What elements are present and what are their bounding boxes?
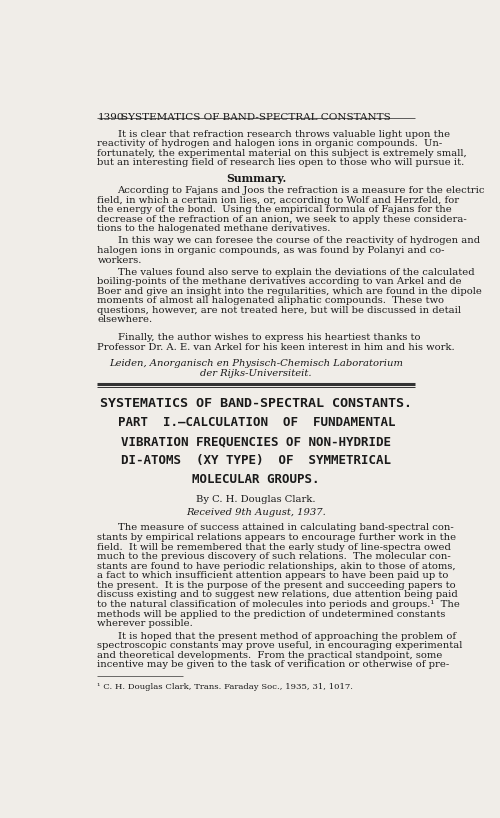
Text: stants are found to have periodic relationships, akin to those of atoms,: stants are found to have periodic relati… [98, 562, 456, 571]
Text: Leiden, Anorganisch en Physisch-Chemisch Laboratorium: Leiden, Anorganisch en Physisch-Chemisch… [109, 359, 403, 368]
Text: but an interesting field of research lies open to those who will pursue it.: but an interesting field of research lie… [98, 159, 464, 168]
Text: methods will be applied to the prediction of undetermined constants: methods will be applied to the predictio… [98, 609, 446, 618]
Text: MOLECULAR GROUPS.: MOLECULAR GROUPS. [192, 473, 320, 486]
Text: It is hoped that the present method of approaching the problem of: It is hoped that the present method of a… [118, 631, 456, 640]
Text: field.  It will be remembered that the early study of line-spectra owed: field. It will be remembered that the ea… [98, 542, 451, 551]
Text: DI-ATOMS  (XY TYPE)  OF  SYMMETRICAL: DI-ATOMS (XY TYPE) OF SYMMETRICAL [121, 454, 391, 467]
Text: SYSTEMATICS OF BAND-SPECTRAL CONSTANTS.: SYSTEMATICS OF BAND-SPECTRAL CONSTANTS. [100, 398, 412, 411]
Text: field, in which a certain ion lies, or, according to Wolf and Herzfeld, for: field, in which a certain ion lies, or, … [98, 196, 460, 204]
Text: tions to the halogenated methane derivatives.: tions to the halogenated methane derivat… [98, 224, 331, 233]
Text: reactivity of hydrogen and halogen ions in organic compounds.  Un-: reactivity of hydrogen and halogen ions … [98, 139, 442, 148]
Text: Received 9th August, 1937.: Received 9th August, 1937. [186, 508, 326, 517]
Text: discuss existing and to suggest new relations, due attention being paid: discuss existing and to suggest new rela… [98, 591, 458, 600]
Text: PART  I.—CALCULATION  OF  FUNDAMENTAL: PART I.—CALCULATION OF FUNDAMENTAL [118, 416, 395, 429]
Text: decrease of the refraction of an anion, we seek to apply these considera-: decrease of the refraction of an anion, … [98, 215, 467, 224]
Text: the energy of the bond.  Using the empirical formula of Fajans for the: the energy of the bond. Using the empiri… [98, 205, 452, 214]
Text: According to Fajans and Joos the refraction is a measure for the electric: According to Fajans and Joos the refract… [118, 187, 485, 196]
Text: and theoretical developments.  From the practical standpoint, some: and theoretical developments. From the p… [98, 651, 443, 660]
Text: The measure of success attained in calculating band-spectral con-: The measure of success attained in calcu… [118, 524, 454, 533]
Text: incentive may be given to the task of verification or otherwise of pre-: incentive may be given to the task of ve… [98, 660, 450, 669]
Text: boiling-points of the methane derivatives according to van Arkel and de: boiling-points of the methane derivative… [98, 277, 462, 286]
Text: Boer and give an insight into the regularities, which are found in the dipole: Boer and give an insight into the regula… [98, 286, 482, 295]
Text: moments of almost all halogenated aliphatic compounds.  These two: moments of almost all halogenated alipha… [98, 296, 444, 305]
Text: wherever possible.: wherever possible. [98, 619, 193, 628]
Text: VIBRATION FREQUENCIES OF NON-HYDRIDE: VIBRATION FREQUENCIES OF NON-HYDRIDE [121, 435, 391, 448]
Text: SYSTEMATICS OF BAND-SPECTRAL CONSTANTS: SYSTEMATICS OF BAND-SPECTRAL CONSTANTS [122, 113, 391, 122]
Text: the present.  It is the purpose of the present and succeeding papers to: the present. It is the purpose of the pr… [98, 581, 456, 590]
Text: stants by empirical relations appears to encourage further work in the: stants by empirical relations appears to… [98, 533, 456, 542]
Text: der Rijks-Universiteit.: der Rijks-Universiteit. [200, 369, 312, 378]
Text: workers.: workers. [98, 255, 142, 264]
Text: In this way we can foresee the course of the reactivity of hydrogen and: In this way we can foresee the course of… [118, 236, 480, 245]
Text: ¹ C. H. Douglas Clark, Trans. Faraday Soc., 1935, 31, 1017.: ¹ C. H. Douglas Clark, Trans. Faraday So… [98, 683, 354, 691]
Text: The values found also serve to explain the deviations of the calculated: The values found also serve to explain t… [118, 267, 474, 276]
Text: 1390: 1390 [98, 113, 124, 122]
Text: much to the previous discovery of such relations.  The molecular con-: much to the previous discovery of such r… [98, 552, 451, 561]
Text: to the natural classification of molecules into periods and groups.¹  The: to the natural classification of molecul… [98, 600, 460, 609]
Text: By C. H. Douglas Clark.: By C. H. Douglas Clark. [196, 495, 316, 504]
Text: It is clear that refraction research throws valuable light upon the: It is clear that refraction research thr… [118, 129, 450, 139]
Text: a fact to which insufficient attention appears to have been paid up to: a fact to which insufficient attention a… [98, 571, 449, 580]
Text: Summary.: Summary. [226, 173, 286, 184]
Text: halogen ions in organic compounds, as was found by Polanyi and co-: halogen ions in organic compounds, as wa… [98, 246, 445, 255]
Text: Finally, the author wishes to express his heartiest thanks to: Finally, the author wishes to express hi… [118, 333, 420, 342]
Text: questions, however, are not treated here, but will be discussed in detail: questions, however, are not treated here… [98, 306, 462, 315]
Text: spectroscopic constants may prove useful, in encouraging experimental: spectroscopic constants may prove useful… [98, 641, 463, 650]
Text: fortunately, the experimental material on this subject is extremely small,: fortunately, the experimental material o… [98, 149, 467, 158]
Text: elsewhere.: elsewhere. [98, 316, 152, 325]
Text: Professor Dr. A. E. van Arkel for his keen interest in him and his work.: Professor Dr. A. E. van Arkel for his ke… [98, 343, 455, 352]
